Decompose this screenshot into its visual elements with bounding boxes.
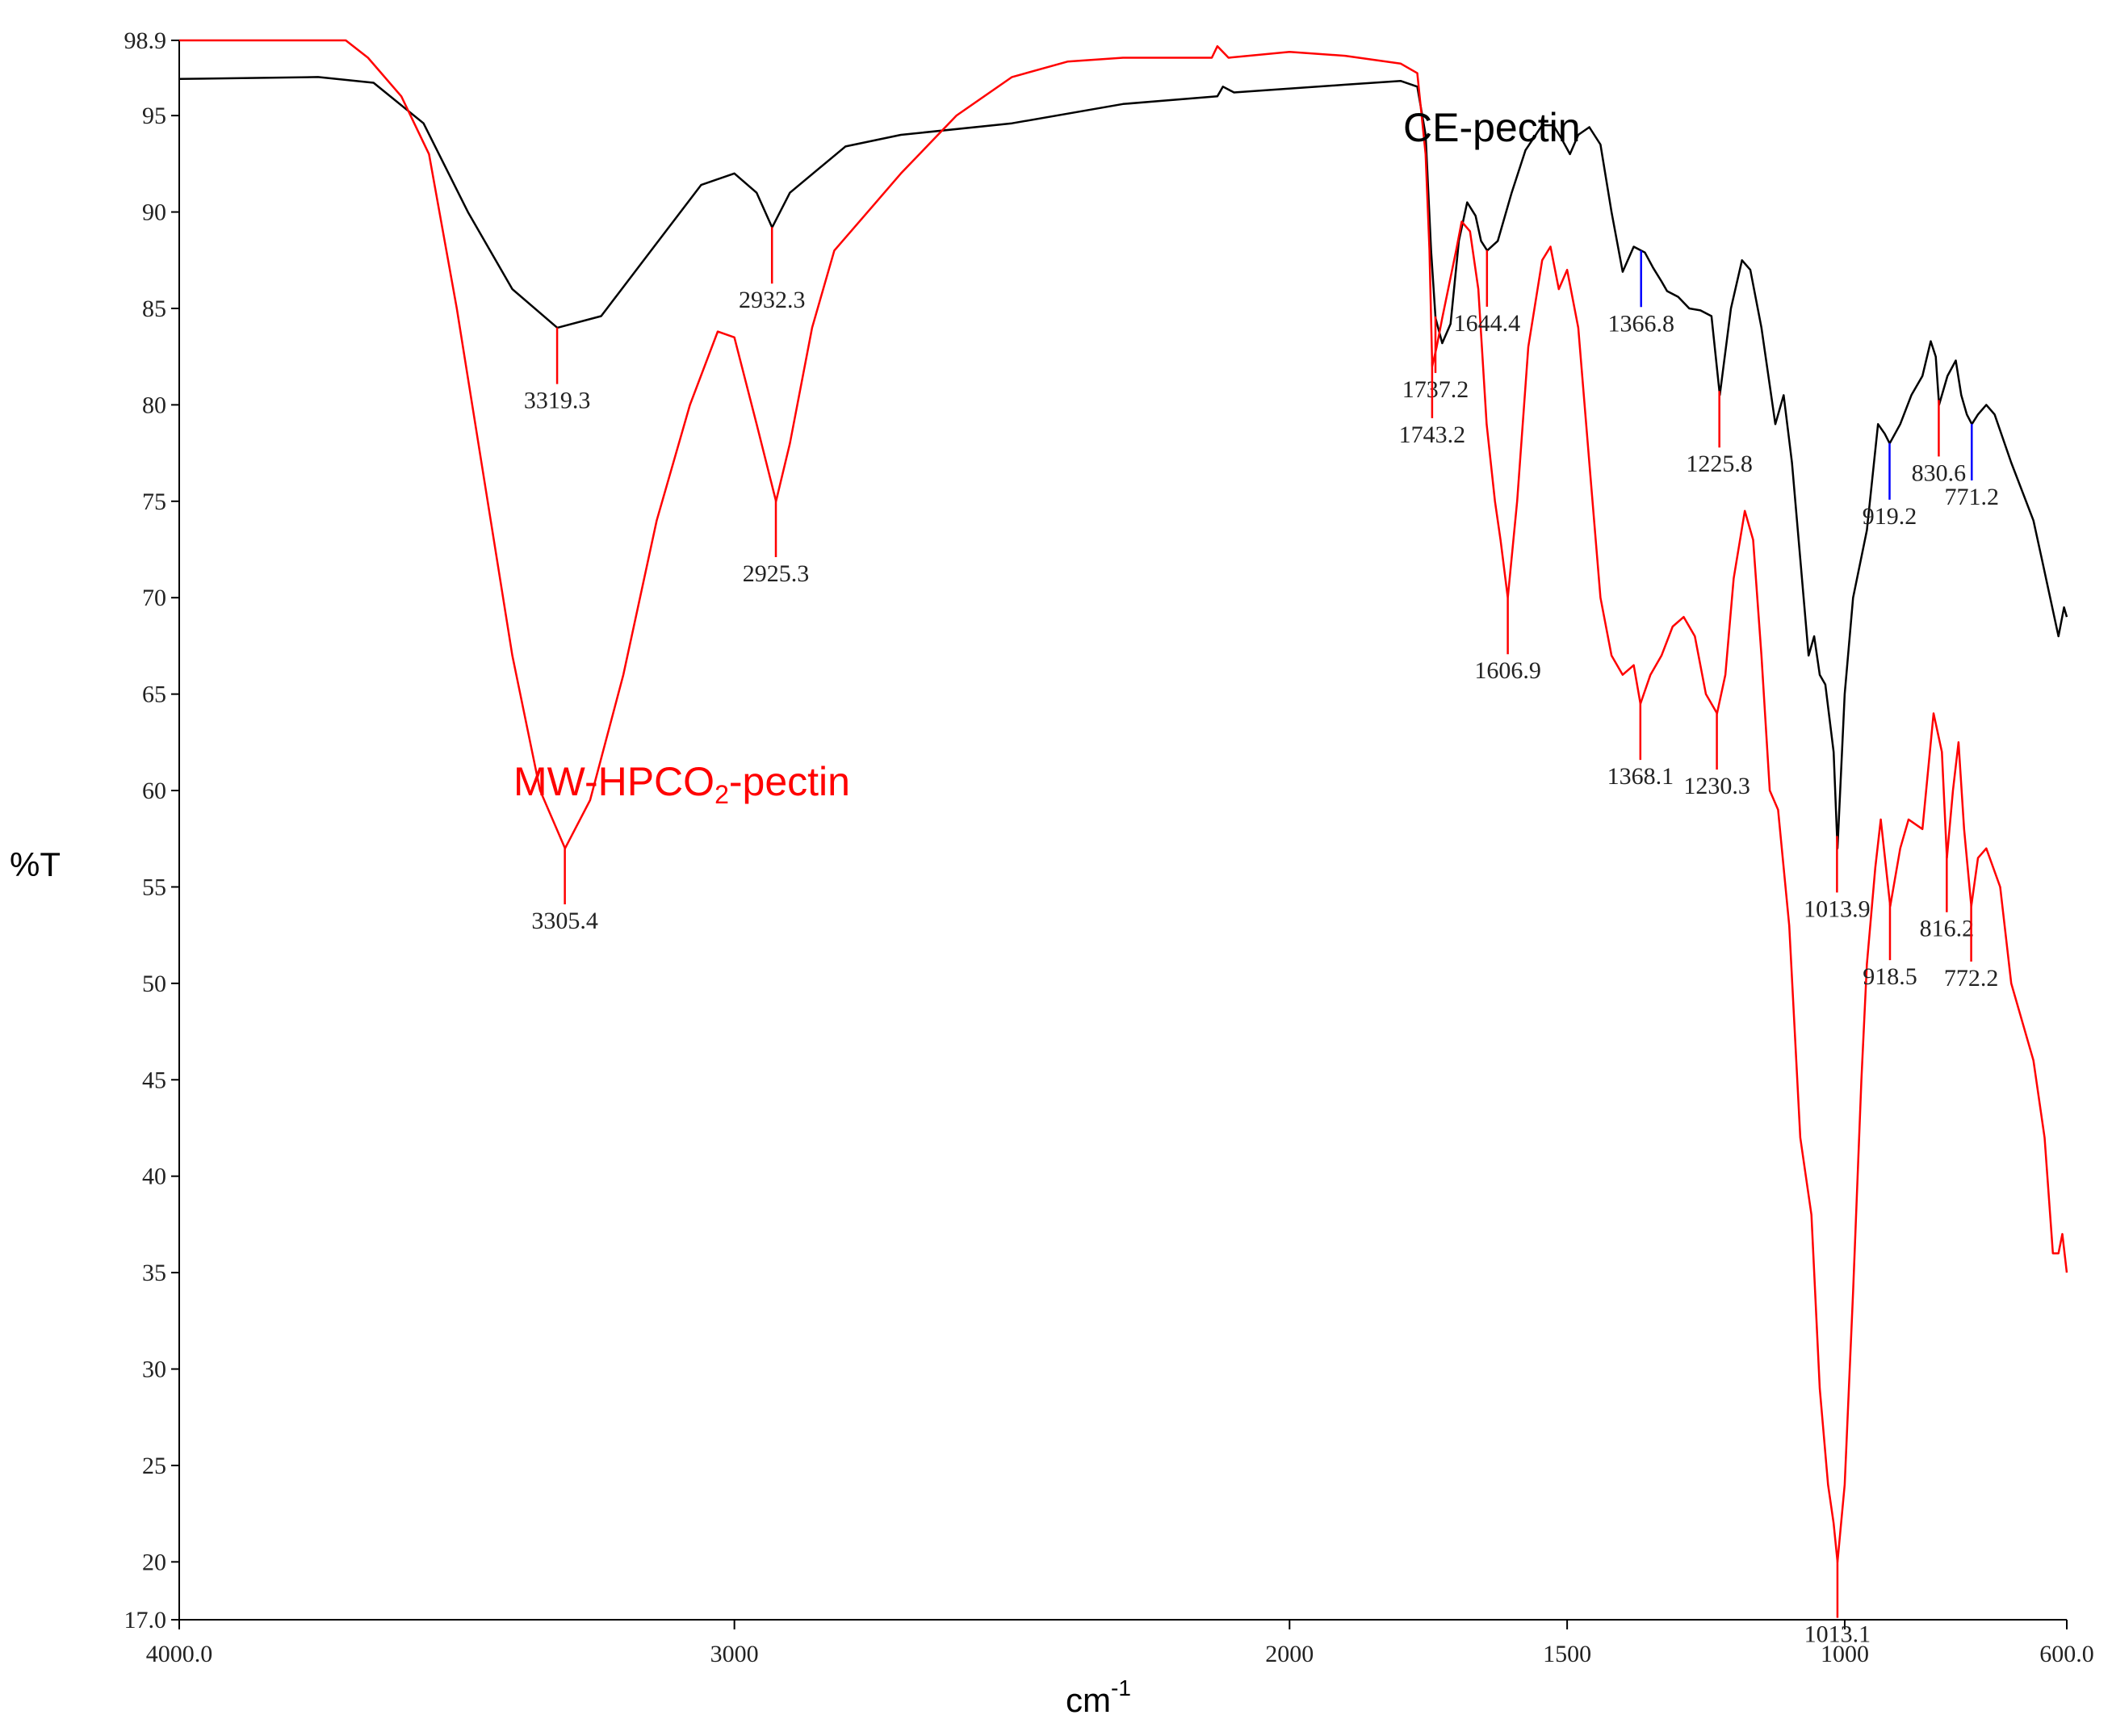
peak-label: 919.2 [1863,503,1917,530]
x-tick-label: 2000 [1265,1641,1314,1667]
y-tick-label: 75 [142,489,166,515]
x-axis-label-base: cm [1066,1681,1111,1719]
peak-label: 1737.2 [1402,376,1469,403]
series-lines [178,39,2068,1563]
y-tick-label: 85 [142,296,166,322]
peak-label: 1366.8 [1607,310,1674,337]
y-tick-label: 45 [142,1067,166,1093]
peak-label: 771.2 [1945,484,2000,510]
peak-label: 3319.3 [524,388,591,414]
y-tick-label: 95 [142,103,166,129]
y-tick-label: 20 [142,1549,166,1575]
y-tick-label: 40 [142,1164,166,1190]
y-tick-label: 98.9 [124,27,167,54]
x-axis-label-exp: -1 [1111,1675,1131,1700]
x-tick-label: 1500 [1543,1641,1591,1667]
y-tick-label: 50 [142,971,166,997]
series-label-ce-pectin: CE-pectin [1403,105,1581,150]
peak-label: 1230.3 [1683,773,1750,799]
y-tick-label: 55 [142,874,166,900]
peak-label: 1013.9 [1804,895,1871,922]
y-tick-label: 25 [142,1453,166,1479]
y-tick-label: 60 [142,778,166,804]
x-ticks: 4000.0 3000 2000 1500 1000 600.0 [146,1620,2094,1667]
peak-label: 918.5 [1863,963,1917,990]
y-tick-label: 30 [142,1357,166,1383]
peak-label: 2925.3 [743,560,810,587]
y-axis-label: %T [10,845,61,883]
peak-label: 1013.1 [1804,1621,1871,1648]
peak-label: 1225.8 [1686,451,1753,477]
axes [178,40,2067,1621]
y-tick-label: 35 [142,1260,166,1286]
peak-label: 1743.2 [1399,421,1466,448]
series-label-sub: 2 [714,780,729,809]
y-tick-label: 65 [142,681,166,708]
x-tick-label: 4000.0 [146,1641,213,1667]
x-tick-label: 3000 [710,1641,759,1667]
peak-label: 1644.4 [1454,310,1521,337]
y-tick-label: 70 [142,585,166,611]
peak-label: 1606.9 [1474,657,1541,684]
x-tick-label: 600.0 [2039,1641,2094,1667]
peak-label: 1368.1 [1607,763,1674,790]
series-label-tail: -pectin [729,759,850,804]
peak-label: 3305.4 [531,908,598,934]
series-label-mw-hpco2-pectin: MW-HPCO2-pectin [513,759,850,809]
y-tick-label: 17.0 [124,1607,167,1633]
peak-label: 772.2 [1944,965,1999,992]
y-tick-label: 90 [142,199,166,226]
series-line-ce-pectin [178,76,2068,849]
peak-label: 830.6 [1912,459,1967,486]
series-label-main: MW-HPCO [513,759,714,804]
y-ticks: 98.9 95 90 85 80 75 70 65 60 55 50 45 40 35 30 25 20 17.0 [124,27,179,1633]
peak-label: 2932.3 [739,287,806,313]
peak-label: 816.2 [1920,916,1975,942]
series-line-mw-hpco2-pectin [179,39,2068,1563]
x-axis-label: cm-1 [1066,1675,1131,1719]
x-tick-label: 1000 [1821,1641,1869,1667]
y-tick-label: 80 [142,392,166,418]
peak-annotations: 3319.3 2932.3 1737.2 1644.4 1366.8 1225.8 1013… [524,227,2000,1648]
